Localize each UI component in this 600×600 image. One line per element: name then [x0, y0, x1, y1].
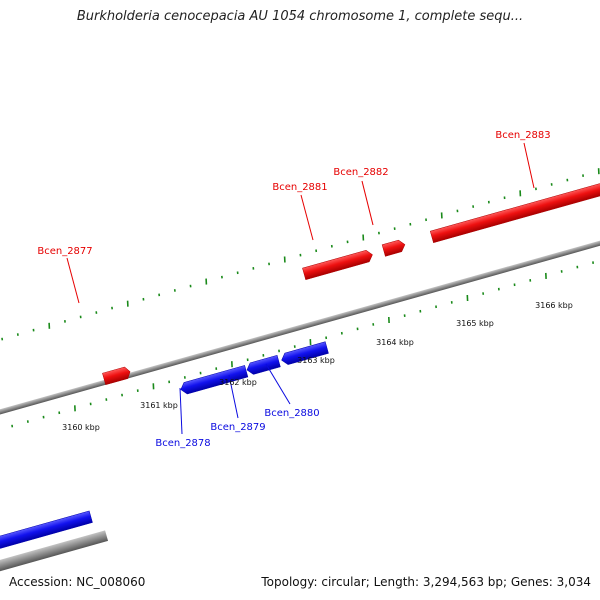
- upper-tick-row: [1, 168, 600, 341]
- accession-text: Accession: NC_008060: [9, 575, 146, 589]
- leader-line-bcen-2877: [66, 257, 80, 304]
- gene-label-bcen-2881[interactable]: Bcen_2881: [272, 182, 327, 193]
- gene-arrow-bcen-2881[interactable]: [302, 249, 374, 281]
- backbone-line-lower: [0, 530, 109, 600]
- gene-label-bcen-2877[interactable]: Bcen_2877: [37, 246, 92, 257]
- gene-arrow-bcen-2879[interactable]: [245, 354, 281, 375]
- gene-arrow-bcen-2877[interactable]: [102, 366, 131, 386]
- kbp-label-3160: 3160 kbp: [62, 423, 100, 432]
- kbp-label-3163: 3163 kbp: [297, 356, 335, 365]
- gene-arrow-bcen-2880[interactable]: [280, 341, 329, 366]
- leader-line-bcen-2878: [179, 387, 183, 435]
- gene-arrow-bcen-2883[interactable]: [429, 167, 600, 244]
- kbp-label-3161: 3161 kbp: [140, 401, 178, 410]
- gene-label-bcen-2883[interactable]: Bcen_2883: [495, 130, 550, 141]
- leader-line-bcen-2881: [300, 194, 314, 241]
- map-title: Burkholderia cenocepacia AU 1054 chromos…: [76, 9, 524, 24]
- gene-label-bcen-2880[interactable]: Bcen_2880: [264, 408, 319, 419]
- kbp-label-3162: 3162 kbp: [219, 378, 257, 387]
- gene-arrow-bcen-2882[interactable]: [381, 239, 406, 257]
- leader-line-bcen-2880: [265, 363, 291, 405]
- gene-label-bcen-2882[interactable]: Bcen_2882: [333, 167, 388, 178]
- kbp-label-3165: 3165 kbp: [456, 319, 494, 328]
- gene-label-bcen-2878[interactable]: Bcen_2878: [155, 438, 210, 449]
- kbp-label-3164: 3164 kbp: [376, 338, 414, 347]
- leader-line-bcen-2879: [228, 374, 239, 419]
- kbp-label-3166: 3166 kbp: [535, 301, 573, 310]
- gene-arrow-bcen-2878[interactable]: [179, 365, 249, 395]
- leader-line-bcen-2883: [523, 142, 535, 189]
- gene-label-bcen-2879[interactable]: Bcen_2879: [210, 422, 265, 433]
- genome-summary-text: Topology: circular; Length: 3,294,563 bp…: [261, 575, 591, 589]
- gene-arrow-bcen-2877-area-reverse[interactable]: [0, 510, 93, 550]
- lower-tick-row: [11, 261, 594, 428]
- leader-line-bcen-2882: [361, 180, 374, 226]
